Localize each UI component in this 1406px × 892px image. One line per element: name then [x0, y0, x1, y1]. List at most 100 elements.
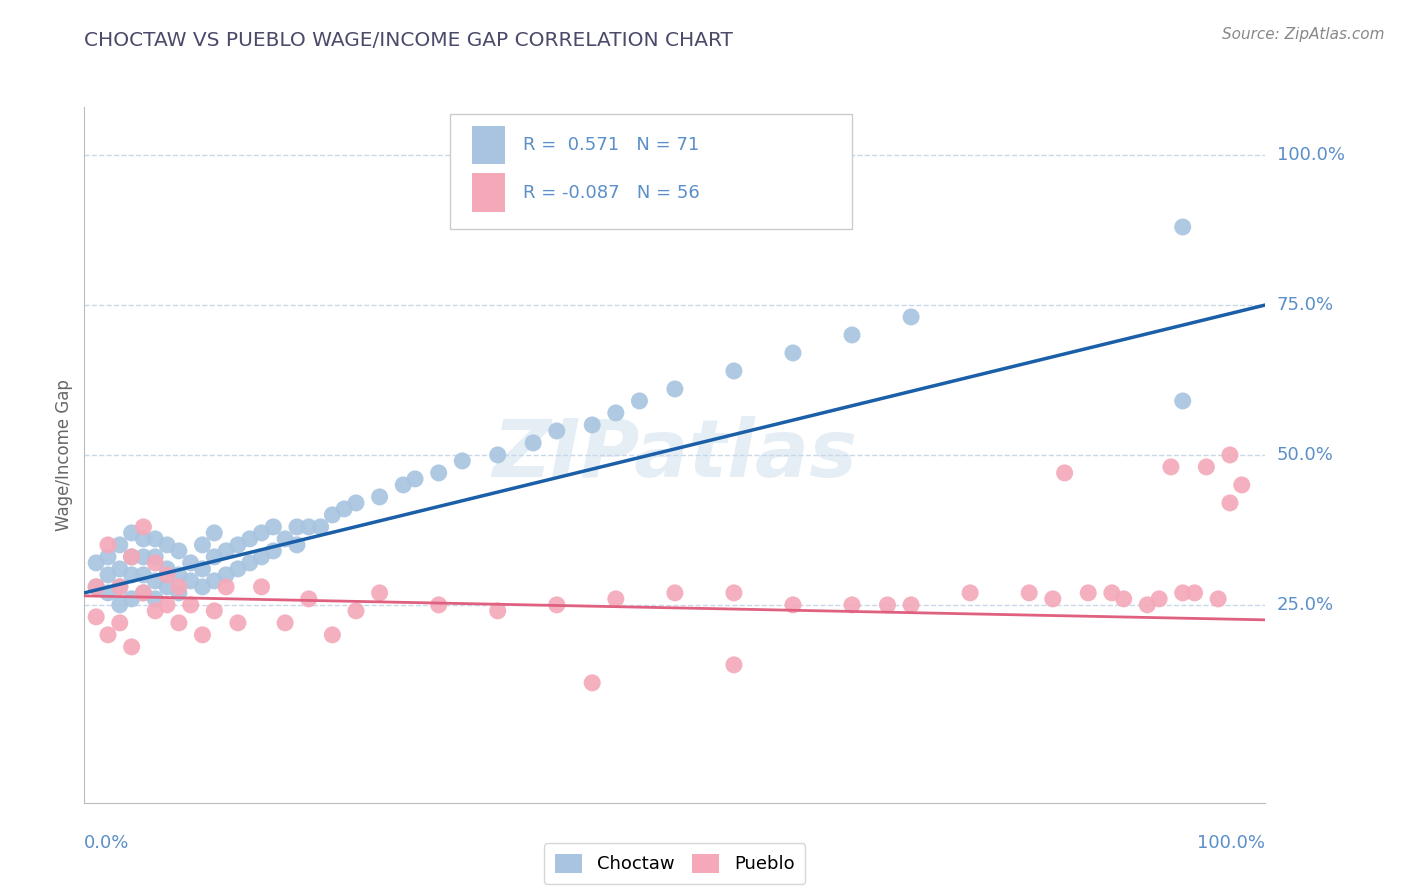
Text: 50.0%: 50.0% [1277, 446, 1333, 464]
Y-axis label: Wage/Income Gap: Wage/Income Gap [55, 379, 73, 531]
Point [250, 580, 273, 594]
Point [1171, 219, 1194, 234]
Point [876, 598, 898, 612]
Point [1184, 586, 1206, 600]
Point [1171, 586, 1194, 600]
Text: 0.0%: 0.0% [84, 834, 129, 852]
Point [156, 567, 179, 582]
Point [84, 610, 107, 624]
Point [321, 508, 343, 522]
Point [226, 538, 249, 552]
Point [156, 598, 179, 612]
Point [309, 520, 332, 534]
Point [167, 580, 190, 594]
Text: R =  0.571   N = 71: R = 0.571 N = 71 [523, 136, 699, 154]
Point [97, 628, 120, 642]
Point [156, 562, 179, 576]
Point [1171, 393, 1194, 408]
Point [191, 628, 214, 642]
Point [132, 532, 155, 546]
Text: 100.0%: 100.0% [1277, 146, 1344, 164]
Point [84, 556, 107, 570]
Point [298, 520, 321, 534]
Point [121, 567, 143, 582]
Text: R = -0.087   N = 56: R = -0.087 N = 56 [523, 184, 699, 202]
Point [1018, 586, 1040, 600]
Point [108, 615, 131, 630]
Point [215, 567, 238, 582]
Point [84, 580, 107, 594]
Point [427, 466, 450, 480]
Point [486, 604, 509, 618]
Point [167, 586, 190, 600]
Point [132, 549, 155, 564]
Point [167, 544, 190, 558]
Point [841, 328, 863, 343]
Text: 25.0%: 25.0% [1277, 596, 1334, 614]
Point [167, 615, 190, 630]
Point [191, 538, 214, 552]
Point [1195, 459, 1218, 474]
Point [1230, 478, 1253, 492]
Point [239, 556, 262, 570]
Point [782, 598, 804, 612]
FancyBboxPatch shape [472, 126, 505, 164]
Point [274, 615, 297, 630]
Text: ZIPatlas: ZIPatlas [492, 416, 858, 494]
Point [226, 615, 249, 630]
Point [97, 549, 120, 564]
Point [143, 556, 166, 570]
Point [782, 346, 804, 360]
Point [180, 574, 202, 588]
Point [1077, 586, 1099, 600]
Point [1136, 598, 1159, 612]
Point [546, 598, 568, 612]
Point [285, 538, 308, 552]
Point [605, 406, 627, 420]
Point [1219, 448, 1241, 462]
Point [121, 591, 143, 606]
Point [191, 562, 214, 576]
Point [191, 580, 214, 594]
Point [156, 580, 179, 594]
Point [344, 604, 367, 618]
Text: 75.0%: 75.0% [1277, 296, 1334, 314]
Point [132, 586, 155, 600]
Point [250, 525, 273, 540]
Point [262, 544, 284, 558]
Point [298, 591, 321, 606]
Point [215, 544, 238, 558]
Point [156, 538, 179, 552]
Point [581, 676, 603, 690]
Point [723, 586, 745, 600]
FancyBboxPatch shape [472, 173, 505, 211]
Point [121, 549, 143, 564]
Point [285, 520, 308, 534]
Point [202, 549, 225, 564]
Point [404, 472, 426, 486]
Point [1219, 496, 1241, 510]
Point [121, 525, 143, 540]
Point [143, 604, 166, 618]
Point [97, 567, 120, 582]
Text: Source: ZipAtlas.com: Source: ZipAtlas.com [1222, 27, 1385, 42]
Point [664, 382, 686, 396]
Point [1101, 586, 1123, 600]
Point [581, 417, 603, 432]
Point [143, 574, 166, 588]
Point [108, 580, 131, 594]
Point [108, 598, 131, 612]
Point [333, 502, 356, 516]
Point [1053, 466, 1076, 480]
Point [121, 640, 143, 654]
Point [132, 586, 155, 600]
Point [427, 598, 450, 612]
Point [180, 598, 202, 612]
Point [368, 586, 391, 600]
Point [628, 393, 651, 408]
Point [108, 538, 131, 552]
Text: CHOCTAW VS PUEBLO WAGE/INCOME GAP CORRELATION CHART: CHOCTAW VS PUEBLO WAGE/INCOME GAP CORREL… [84, 31, 734, 50]
Point [202, 574, 225, 588]
Point [664, 586, 686, 600]
Point [1206, 591, 1229, 606]
